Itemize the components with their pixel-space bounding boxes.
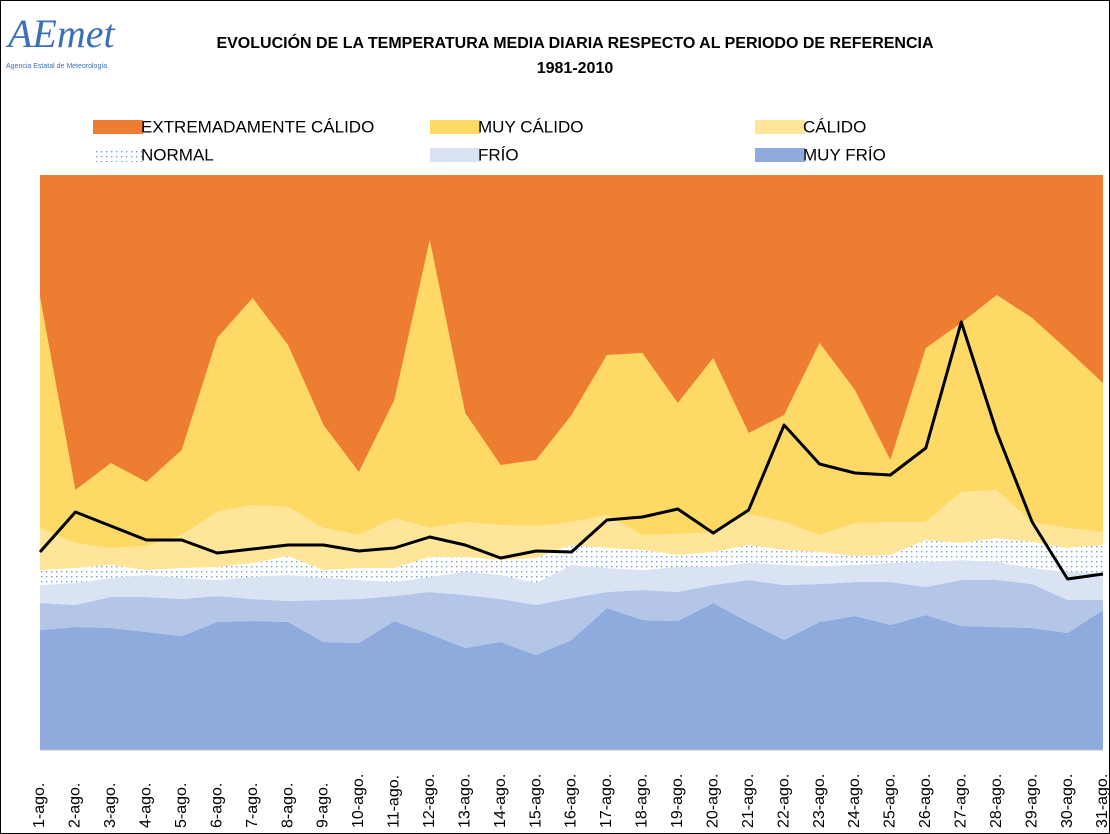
legend-label: NORMAL	[141, 145, 214, 164]
x-tick-label: 8-ago.	[279, 783, 296, 828]
x-tick-label: 5-ago.	[173, 783, 190, 828]
area	[40, 603, 1103, 750]
x-tick-label: 11-ago.	[386, 775, 403, 828]
area	[40, 538, 1103, 585]
legend-swatch	[93, 120, 143, 134]
x-tick-label: 24-ago.	[846, 774, 863, 828]
legend-swatch	[755, 120, 805, 134]
x-tick-label: 21-ago.	[740, 774, 757, 828]
x-tick-label: 29-ago.	[1023, 774, 1040, 828]
x-tick-label: 25-ago.	[882, 774, 899, 828]
legend-swatch	[430, 120, 480, 134]
x-tick-label: 15-ago.	[527, 774, 544, 828]
x-tick-label: 30-ago.	[1059, 774, 1076, 828]
legend-label: MUY FRÍO	[803, 145, 886, 164]
x-tick-label: 22-ago.	[775, 774, 792, 828]
x-tick-label: 10-ago.	[350, 774, 367, 828]
x-tick-label: 14-ago.	[492, 774, 509, 828]
legend-label: CÁLIDO	[803, 117, 866, 136]
legend-swatch	[93, 148, 143, 162]
chart-title: EVOLUCIÓN DE LA TEMPERATURA MEDIA DIARIA…	[216, 33, 934, 52]
x-tick-label: 3-ago.	[102, 783, 119, 828]
x-tick-label: 9-ago.	[315, 783, 332, 828]
x-tick-label: 19-ago.	[669, 774, 686, 828]
x-tick-label: 6-ago.	[208, 783, 225, 828]
x-tick-label: 18-ago.	[634, 774, 651, 828]
area	[40, 490, 1103, 570]
x-tick-label: 31-ago.	[1094, 774, 1110, 828]
chart-title: 1981-2010	[537, 60, 614, 77]
logo: AEmet	[5, 11, 116, 56]
x-tick-label: 17-ago.	[598, 774, 615, 828]
x-tick-label: 1-ago.	[31, 783, 48, 828]
legend-label: FRÍO	[478, 145, 519, 164]
x-tick-label: 23-ago.	[811, 774, 828, 828]
x-tick-label: 2-ago.	[67, 783, 84, 828]
x-tick-label: 4-ago.	[138, 783, 155, 828]
legend-label: EXTREMADAMENTE CÁLIDO	[141, 117, 374, 136]
x-tick-label: 26-ago.	[917, 774, 934, 828]
x-tick-label: 7-ago.	[244, 783, 261, 828]
logo-subtitle: Agencia Estatal de Meteorología	[6, 63, 107, 70]
x-tick-label: 13-ago.	[456, 774, 473, 828]
x-tick-label: 27-ago.	[952, 774, 969, 828]
area	[40, 240, 1103, 548]
legend-swatch	[430, 148, 480, 162]
x-tick-label: 28-ago.	[988, 774, 1005, 828]
x-tick-label: 16-ago.	[563, 774, 580, 828]
legend-label: MUY CÁLIDO	[478, 117, 584, 136]
area	[40, 560, 1103, 605]
x-tick-label: 20-ago.	[704, 774, 721, 828]
legend-swatch	[755, 148, 805, 162]
area	[40, 175, 1103, 490]
area	[40, 580, 1103, 655]
x-tick-label: 12-ago.	[421, 774, 438, 828]
line	[38, 320, 1104, 581]
